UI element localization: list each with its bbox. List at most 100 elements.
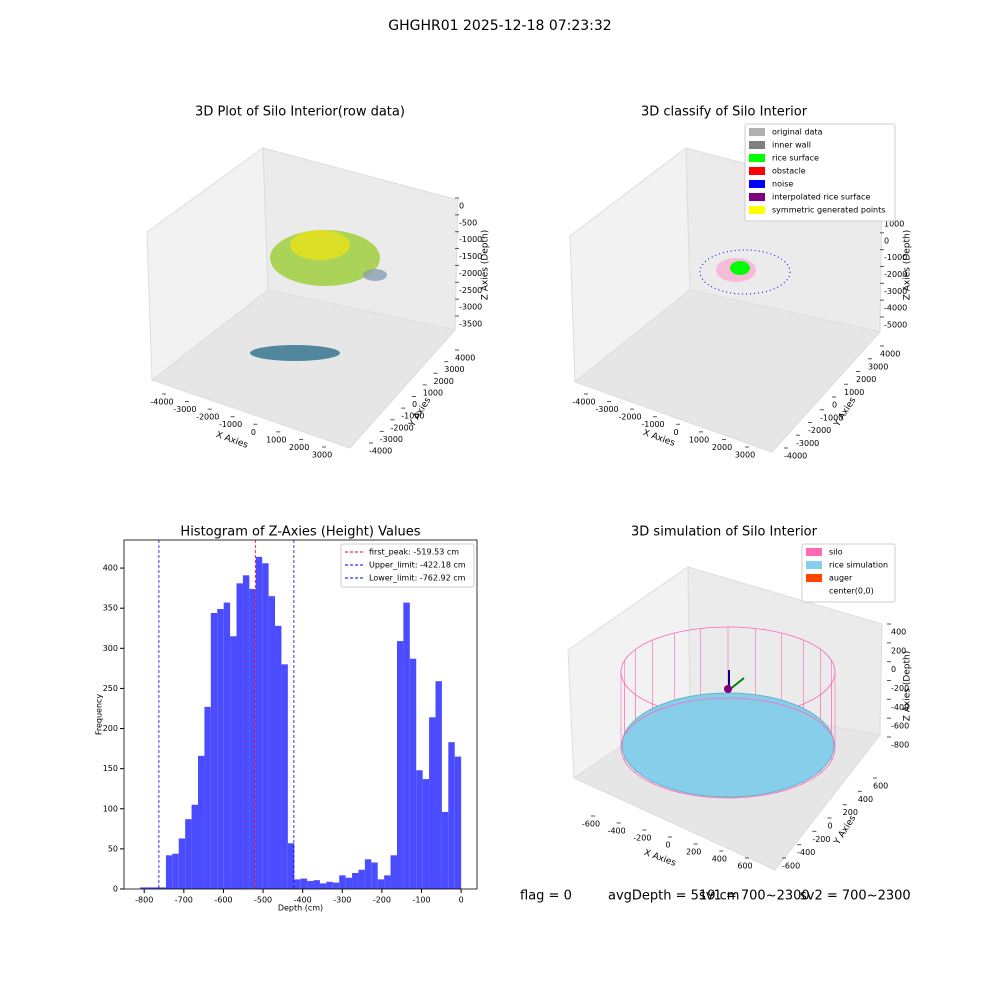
legend-swatch <box>749 193 765 201</box>
x-tick-label: -700 <box>175 896 193 905</box>
legend-swatch <box>749 167 765 175</box>
bar <box>377 879 385 889</box>
footer-text: sv2 = 700~2300 <box>800 889 911 904</box>
z-tick-label: -400 <box>891 703 909 712</box>
z-tick-label: 400 <box>891 628 906 637</box>
y-tick-label: 4000 <box>455 354 475 363</box>
z-tick-label: -1500 <box>459 252 482 261</box>
z-tick-label: -800 <box>891 741 909 750</box>
y-tick-label: 150 <box>103 764 118 773</box>
bar <box>364 859 372 889</box>
legend-box <box>340 543 475 588</box>
chart-title: 3D Plot of Silo Interior(row data) <box>195 105 405 120</box>
legend-label: Lower_limit: -762.92 cm <box>369 574 466 583</box>
z-tick-label: 0 <box>884 236 889 245</box>
bar <box>416 770 423 889</box>
x-tick-label: -1000 <box>641 420 664 429</box>
bar <box>153 887 160 889</box>
legend-label: rice surface <box>772 154 819 163</box>
x-tick-label: -4000 <box>150 398 173 407</box>
chart-title: Histogram of Z-Axies (Height) Values <box>180 525 420 540</box>
footer-text: sv1 = 700~2300 <box>699 889 810 904</box>
x-tick-label: 2000 <box>712 443 732 452</box>
bar <box>185 819 192 889</box>
y-tick-label: 350 <box>103 604 118 613</box>
bar <box>371 862 378 889</box>
legend-box <box>744 123 896 222</box>
bar <box>217 608 224 889</box>
bar <box>326 881 333 889</box>
z-tick-label: 200 <box>891 646 906 655</box>
legend-label: first_peak: -519.53 cm <box>369 548 459 557</box>
point-cloud <box>363 269 387 281</box>
bar <box>255 556 263 889</box>
z-axis-label: Z Axies (Depth) <box>481 230 491 301</box>
y-tick-label: 250 <box>103 684 118 693</box>
legend-label: Upper_limit: -422.18 cm <box>369 561 466 570</box>
y-tick-label: -2000 <box>391 423 414 432</box>
bar <box>165 855 173 889</box>
y-tick-label: 0 <box>832 401 837 410</box>
legend-label: center(0,0) <box>829 587 874 596</box>
bar <box>230 636 237 889</box>
x-axis-label: Depth (cm) <box>278 904 323 913</box>
z-axis-label: Z Axies (Depth) <box>903 230 913 301</box>
legend-label: symmetric generated points <box>772 206 885 215</box>
y-tick-label: 50 <box>108 844 118 853</box>
point-cloud <box>730 261 750 275</box>
z-tick-label: -3000 <box>884 287 907 296</box>
z-tick-label: -1000 <box>884 253 907 262</box>
x-tick-label: -300 <box>333 896 351 905</box>
legend: original data inner wall rice surface obsta… <box>744 123 896 222</box>
x-tick-label: -400 <box>608 827 626 836</box>
bar <box>435 681 442 889</box>
footer-text: flag = 0 <box>520 889 572 904</box>
x-tick-label: -500 <box>254 896 272 905</box>
y-tick-label: 400 <box>858 795 873 804</box>
z-tick-label: -4000 <box>884 304 907 313</box>
x-tick-label: 3000 <box>312 451 332 460</box>
bar <box>441 811 449 889</box>
bar <box>454 756 462 889</box>
y-tick-label: 0 <box>828 822 833 831</box>
bar <box>275 625 282 889</box>
z-tick-label: -200 <box>891 684 909 693</box>
x-tick-label: 1000 <box>266 435 286 444</box>
x-tick-label: -1000 <box>219 420 242 429</box>
bar <box>223 602 231 889</box>
bar <box>236 583 243 889</box>
bar <box>403 602 410 889</box>
legend-label: original data <box>772 128 823 137</box>
legend-label: interpolated rice surface <box>772 193 870 202</box>
bar <box>159 887 166 889</box>
bar <box>396 641 404 889</box>
chart-title: 3D simulation of Silo Interior <box>631 525 818 540</box>
x-axis-label: X Axies <box>642 848 677 869</box>
x-tick-label: 0 <box>251 428 256 437</box>
y-tick-label: 3000 <box>868 362 888 371</box>
bar <box>409 658 417 889</box>
z-tick-label: 0 <box>459 202 464 211</box>
center <box>724 685 732 693</box>
y-tick-label: 1000 <box>423 388 443 397</box>
x-tick-label: -800 <box>135 896 153 905</box>
bar <box>339 875 346 889</box>
bar <box>172 853 179 889</box>
y-tick-label: -3000 <box>380 435 403 444</box>
x-tick-label: -600 <box>582 820 600 829</box>
y-tick-label: -1000 <box>820 413 843 422</box>
x-tick-label: 600 <box>737 862 752 871</box>
footer-text: avgDepth = 519 cm <box>608 889 739 904</box>
x-tick-label: 1000 <box>689 435 709 444</box>
bar <box>249 588 256 889</box>
plot-frame <box>123 539 478 890</box>
z-tick-label: -600 <box>891 722 909 731</box>
point-cloud <box>290 230 350 260</box>
pane <box>573 289 881 453</box>
bar <box>307 880 314 889</box>
legend-swatch <box>749 180 765 188</box>
figure-title: GHGHR01 2025-12-18 07:23:32 <box>388 18 611 34</box>
y-tick-label: -400 <box>797 848 815 857</box>
legend: first_peak: -519.53 cm Upper_limit: -422.… <box>340 543 475 588</box>
